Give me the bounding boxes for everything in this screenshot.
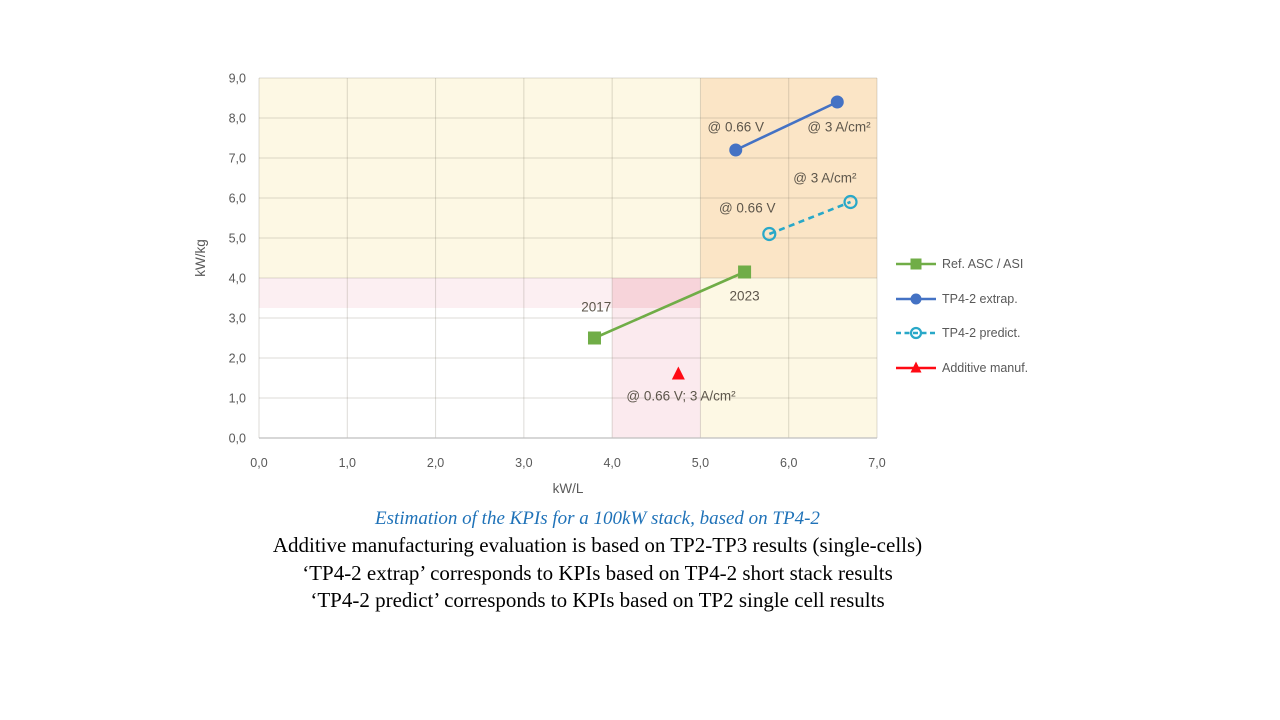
note-line: ‘TP4-2 predict’ corresponds to KPIs base…: [310, 588, 885, 612]
y-tick-label: 8,0: [229, 111, 246, 125]
legend-sample-triangle-icon: [896, 361, 936, 373]
legend-label: TP4-2 extrap.: [942, 291, 1018, 306]
region-orange-top-right: [700, 78, 877, 278]
note-line: ‘TP4-2 extrap’ corresponds to KPIs based…: [302, 560, 893, 585]
x-tick-label: 1,0: [339, 456, 356, 470]
x-tick-label: 6,0: [780, 456, 797, 470]
data-annotation: @ 0.66 V: [707, 120, 764, 135]
series-additive-manuf-: [671, 366, 685, 380]
legend-label: Additive manuf.: [942, 360, 1029, 375]
kpi-scatter-plot: @ 0.66 V @ 3 A/cm² @ 3 A/cm² @ 0.66 V 2017 20…: [193, 71, 886, 496]
marker-open-circle: [843, 194, 858, 210]
chart-legend: Ref. ASC / ASI TP4-2 extrap. TP4-2 predict…: [895, 247, 1028, 385]
region-pink-overlap: [612, 278, 701, 308]
legend-item: TP4-2 predict.: [895, 316, 1028, 351]
legend-item: Additive manuf.: [895, 351, 1028, 386]
legend-label: TP4-2 predict.: [942, 326, 1021, 341]
x-tick-label: 2,0: [427, 456, 444, 470]
y-tick-label: 3,0: [229, 311, 246, 325]
marker-open-circle: [909, 327, 923, 340]
series-line: [735, 100, 838, 152]
region-cream-top-left: [259, 78, 701, 278]
data-annotation: @ 0.66 V; 3 A/cm²: [626, 389, 736, 404]
figure-notes: Additive manufacturing evaluation is bas…: [0, 532, 1195, 615]
data-annotation: @ 0.66 V: [719, 201, 776, 216]
legend-sample-open-circle-icon: [896, 327, 936, 340]
y-tick-label: 9,0: [229, 71, 246, 85]
y-tick-label: 5,0: [229, 231, 246, 245]
series-line: [593, 270, 746, 340]
x-tick-label: 3,0: [515, 456, 532, 470]
legend-sample-circle-icon: [896, 293, 936, 305]
caption-block: Estimation of the KPIs for a 100kW stack…: [0, 505, 1195, 615]
marker-square: [587, 331, 601, 345]
series-line: [768, 200, 851, 236]
marker-circle: [830, 95, 844, 109]
y-tick-label: 2,0: [229, 351, 246, 365]
marker-square: [738, 265, 752, 279]
y-tick-label: 4,0: [229, 271, 246, 285]
legend-sample-square-icon: [896, 258, 936, 270]
y-tick-label: 1,0: [229, 391, 246, 405]
y-axis-title: kW/kg: [193, 239, 208, 277]
x-tick-label: 4,0: [603, 456, 620, 470]
data-annotation: @ 3 A/cm²: [793, 171, 857, 186]
marker-open-circle: [762, 226, 777, 242]
marker-triangle: [910, 361, 922, 373]
region-cream-bottom-right: [700, 278, 877, 438]
legend-label: Ref. ASC / ASI: [942, 257, 1024, 272]
region-pink-row-band: [259, 278, 613, 308]
series-ref-asc-asi: [587, 265, 752, 345]
region-pink-column-band: [612, 308, 701, 438]
y-tick-label: 6,0: [229, 191, 246, 205]
data-annotation: @ 3 A/cm²: [807, 120, 871, 135]
marker-square: [910, 258, 922, 270]
data-annotation: 2023: [730, 289, 760, 304]
x-tick-label: 0,0: [250, 456, 267, 470]
marker-circle: [910, 293, 922, 305]
marker-circle: [729, 143, 743, 157]
legend-item: TP4-2 extrap.: [895, 282, 1028, 317]
marker-triangle: [671, 366, 685, 380]
note-line: Additive manufacturing evaluation is bas…: [272, 533, 923, 557]
y-tick-label: 7,0: [229, 151, 246, 165]
figure-caption: Estimation of the KPIs for a 100kW stack…: [375, 508, 820, 529]
x-tick-label: 5,0: [692, 456, 709, 470]
data-annotation: 2017: [581, 300, 611, 315]
x-axis-title: kW/L: [553, 481, 584, 496]
y-tick-label: 0,0: [229, 431, 246, 445]
x-tick-label: 7,0: [868, 456, 885, 470]
series-tp4-2-extrap-: [729, 95, 844, 157]
legend-item: Ref. ASC / ASI: [895, 247, 1028, 282]
series-tp4-2-predict-: [762, 194, 858, 242]
